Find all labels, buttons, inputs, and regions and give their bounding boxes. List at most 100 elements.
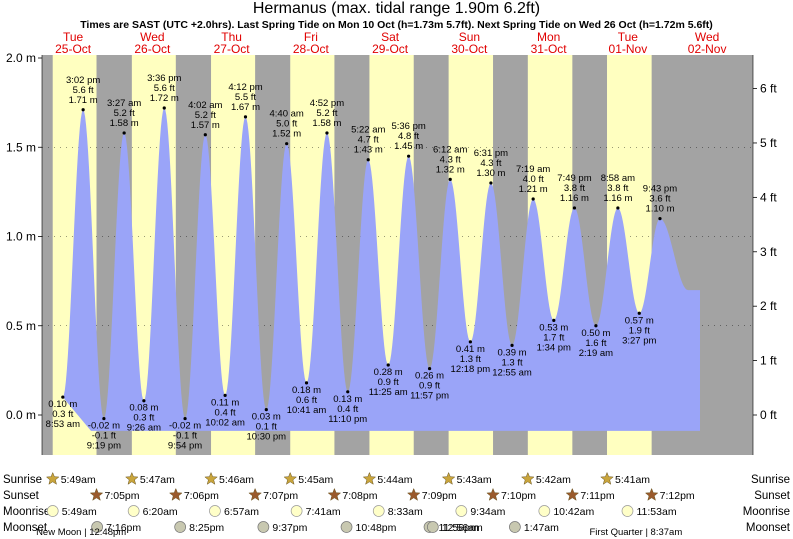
moonrise-icon bbox=[127, 505, 140, 517]
row-label-right: Moonrise bbox=[743, 506, 790, 518]
tide-point bbox=[531, 197, 535, 201]
tide-point bbox=[427, 366, 432, 371]
tide-label: 0.11 m bbox=[211, 397, 239, 408]
tide-label: 10:41 am bbox=[287, 405, 327, 416]
tide-label: 0.28 m bbox=[374, 367, 403, 378]
tide-label: 0.4 ft bbox=[337, 404, 358, 415]
tide-label: 8:53 am bbox=[46, 419, 80, 430]
sunrise-time: 5:47am bbox=[140, 474, 175, 486]
tide-point bbox=[616, 206, 620, 210]
tide-label: 3.8 ft bbox=[607, 183, 628, 194]
moonrise-icon bbox=[372, 505, 385, 517]
moonset-time: 1:47am bbox=[524, 522, 559, 534]
tide-label: 1.16 m bbox=[560, 193, 589, 204]
tide-point bbox=[304, 381, 309, 385]
date-label: 26-Oct bbox=[134, 42, 171, 56]
tide-label: 5.0 ft bbox=[276, 119, 297, 130]
y-tick-label-ft: 0 ft bbox=[760, 408, 777, 422]
tide-label: 7:19 am bbox=[516, 164, 550, 175]
sunset-time: 7:12pm bbox=[660, 490, 695, 502]
tide-label: 5:22 am bbox=[351, 125, 385, 136]
tide-label: 1.45 m bbox=[394, 141, 423, 152]
sunrise-time: 5:43am bbox=[457, 474, 492, 486]
moon-phase-label: First Quarter | 8:37am bbox=[590, 527, 683, 538]
tide-label: 8:58 am bbox=[601, 173, 635, 184]
tide-label: 11:25 am bbox=[369, 387, 408, 398]
tide-point bbox=[468, 340, 472, 344]
tide-point bbox=[203, 133, 207, 137]
tide-label: 1.16 m bbox=[603, 193, 632, 204]
tide-label: 4.0 ft bbox=[523, 174, 544, 185]
tide-label: -0.1 ft bbox=[173, 431, 198, 442]
tide-label: 11:57 pm bbox=[410, 391, 449, 402]
tide-label: 3.8 ft bbox=[564, 183, 585, 194]
tide-label: 3:27 am bbox=[107, 98, 141, 109]
tide-label: 1.3 ft bbox=[501, 357, 522, 368]
tide-label: 0.1 ft bbox=[256, 422, 277, 433]
tide-label: 1.21 m bbox=[519, 184, 548, 195]
tide-label: 12:55 am bbox=[492, 367, 532, 378]
moonrise-icon bbox=[621, 505, 634, 517]
sunset-icon bbox=[168, 487, 183, 501]
tide-label: 1.30 m bbox=[476, 168, 505, 179]
tide-label: 0.41 m bbox=[456, 344, 485, 355]
tide-point bbox=[264, 408, 268, 412]
tide-area bbox=[62, 108, 701, 431]
date-label: 31-Oct bbox=[531, 42, 568, 56]
moonset-time: 12:56am bbox=[442, 522, 483, 534]
sunrise-icon bbox=[362, 471, 377, 485]
moonrise-time: 11:53am bbox=[636, 506, 676, 518]
sunset-icon bbox=[248, 487, 262, 501]
moonrise-icon bbox=[290, 505, 303, 517]
sunset-time: 7:10pm bbox=[501, 490, 536, 502]
moonset-time: 8:25pm bbox=[189, 522, 224, 534]
tide-label: 10:30 pm bbox=[246, 432, 286, 443]
tide-label: 1.7 ft bbox=[543, 332, 564, 343]
sunrise-icon bbox=[125, 471, 139, 485]
tide-label: 5.6 ft bbox=[73, 85, 94, 96]
tide-label: 0.3 ft bbox=[133, 413, 154, 424]
tide-point bbox=[223, 393, 227, 397]
tide-label: 1.43 m bbox=[354, 145, 383, 156]
tide-point bbox=[637, 311, 641, 315]
tide-label: 3.6 ft bbox=[649, 194, 670, 205]
tide-label: 0.50 m bbox=[581, 328, 610, 339]
tide-label: 4.3 ft bbox=[440, 154, 461, 165]
tide-label: 4:12 pm bbox=[228, 82, 262, 93]
tide-point bbox=[572, 206, 577, 210]
y-tick-label-m: 0.5 m bbox=[6, 319, 36, 333]
tide-label: 0.03 m bbox=[252, 412, 281, 423]
sunrise-icon bbox=[520, 471, 535, 485]
day-of-week: Wed bbox=[695, 30, 719, 44]
tide-label: 1.3 ft bbox=[460, 354, 481, 365]
y-tick-label-ft: 3 ft bbox=[760, 245, 777, 259]
sunset-time: 7:06pm bbox=[184, 490, 219, 502]
tide-point bbox=[407, 154, 411, 158]
moonrise-time: 6:20am bbox=[143, 506, 178, 518]
y-tick-label-ft: 5 ft bbox=[760, 136, 777, 150]
tide-label: 0.4 ft bbox=[215, 407, 236, 418]
moon-phase-label: New Moon | 12:48pm bbox=[36, 527, 126, 538]
sunset-time: 7:11pm bbox=[580, 490, 614, 502]
plot-area bbox=[42, 55, 753, 455]
tide-label: 10:02 am bbox=[205, 417, 245, 428]
day-of-week: Fri bbox=[304, 30, 318, 44]
sunrise-icon bbox=[283, 471, 298, 485]
tide-label: 0.26 m bbox=[415, 371, 444, 382]
date-label: 25-Oct bbox=[55, 42, 92, 56]
moonset-icon bbox=[426, 521, 439, 533]
tide-point bbox=[325, 131, 329, 135]
tide-label: 4.3 ft bbox=[480, 158, 501, 169]
tide-point bbox=[81, 108, 85, 112]
sunset-time: 7:08pm bbox=[342, 490, 377, 502]
tide-point bbox=[102, 416, 106, 421]
tide-label: 5.2 ft bbox=[316, 108, 337, 119]
tide-label: 0.53 m bbox=[539, 322, 568, 333]
tide-point bbox=[183, 416, 187, 421]
y-tick-label-m: 2.0 m bbox=[6, 51, 36, 65]
row-label-left: Moonset bbox=[3, 522, 48, 534]
tide-label: 5.2 ft bbox=[114, 108, 135, 119]
tide-point bbox=[243, 115, 248, 119]
moonset-time: 10:48pm bbox=[356, 522, 397, 534]
